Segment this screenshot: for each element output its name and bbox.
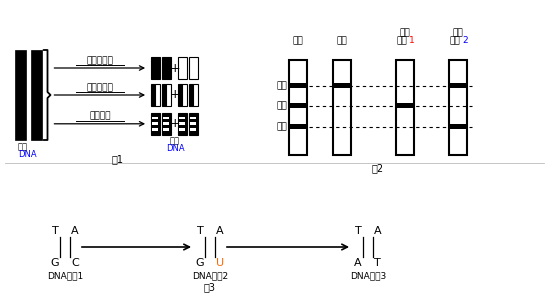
Bar [191, 128, 195, 131]
Text: +: + [170, 117, 180, 130]
Bar [166, 84, 171, 106]
Text: C: C [71, 258, 79, 268]
Text: +: + [170, 88, 180, 102]
Bar [449, 60, 467, 155]
Text: 结果: 结果 [450, 36, 461, 45]
Bar [290, 124, 306, 129]
Text: 图1: 图1 [112, 154, 124, 164]
Text: 1: 1 [409, 36, 415, 45]
Bar [334, 83, 350, 88]
Text: G: G [51, 258, 59, 268]
Text: 中带: 中带 [276, 101, 287, 110]
Bar [188, 84, 193, 106]
Text: A: A [354, 258, 362, 268]
Bar [191, 117, 195, 119]
Bar [161, 84, 166, 106]
Bar [182, 84, 187, 106]
Text: 亲代: 亲代 [337, 36, 348, 45]
Text: T: T [52, 226, 59, 236]
Bar [193, 84, 198, 106]
Text: T: T [374, 258, 381, 268]
Bar [152, 122, 158, 125]
Bar [152, 128, 158, 131]
Bar [150, 57, 160, 79]
Text: 轻带: 轻带 [276, 81, 287, 90]
Text: 实验: 实验 [400, 28, 410, 37]
Bar [180, 128, 184, 131]
Bar [155, 84, 160, 106]
Text: 图2: 图2 [372, 163, 384, 173]
Bar [397, 103, 413, 108]
Bar [290, 83, 306, 88]
Text: U: U [216, 258, 224, 268]
Bar [14, 50, 25, 140]
Bar [31, 50, 42, 140]
Bar [180, 117, 184, 119]
Bar [163, 128, 169, 131]
Bar [290, 103, 306, 108]
Bar [177, 57, 187, 79]
Bar [177, 113, 187, 135]
Bar [163, 117, 169, 119]
Bar [150, 113, 160, 135]
Text: 子代: 子代 [170, 137, 180, 146]
Bar [333, 60, 351, 155]
Text: DNA: DNA [166, 144, 184, 153]
Text: 2: 2 [462, 36, 468, 45]
Bar [177, 84, 182, 106]
Bar [289, 60, 307, 155]
Bar [188, 113, 198, 135]
Text: DNA片段3: DNA片段3 [350, 271, 386, 280]
Text: DNA片段2: DNA片段2 [192, 271, 228, 280]
Text: 图3: 图3 [204, 282, 216, 292]
Text: A: A [71, 226, 79, 236]
Bar [150, 84, 155, 106]
Text: A: A [216, 226, 223, 236]
Text: 分散复制: 分散复制 [89, 112, 110, 121]
Text: 全保留复制: 全保留复制 [86, 56, 113, 65]
Bar [191, 122, 195, 125]
Bar [180, 122, 184, 125]
Bar [188, 57, 198, 79]
Text: 实验: 实验 [452, 28, 463, 37]
Text: T: T [355, 226, 362, 236]
Text: 结果: 结果 [396, 36, 407, 45]
Text: G: G [195, 258, 204, 268]
Bar [163, 122, 169, 125]
Text: 半保留复制: 半保留复制 [86, 83, 113, 92]
Bar [450, 124, 466, 129]
Text: DNA片段1: DNA片段1 [47, 271, 83, 280]
Bar [161, 113, 171, 135]
Text: DNA: DNA [18, 150, 37, 159]
Text: A: A [374, 226, 382, 236]
Bar [152, 117, 158, 119]
Text: 亲代: 亲代 [18, 142, 28, 151]
Bar [450, 83, 466, 88]
Text: 对照: 对照 [293, 36, 304, 45]
Bar [161, 57, 171, 79]
Text: +: + [170, 61, 180, 75]
Bar [396, 60, 414, 155]
Text: T: T [197, 226, 204, 236]
Text: 重带: 重带 [276, 122, 287, 131]
